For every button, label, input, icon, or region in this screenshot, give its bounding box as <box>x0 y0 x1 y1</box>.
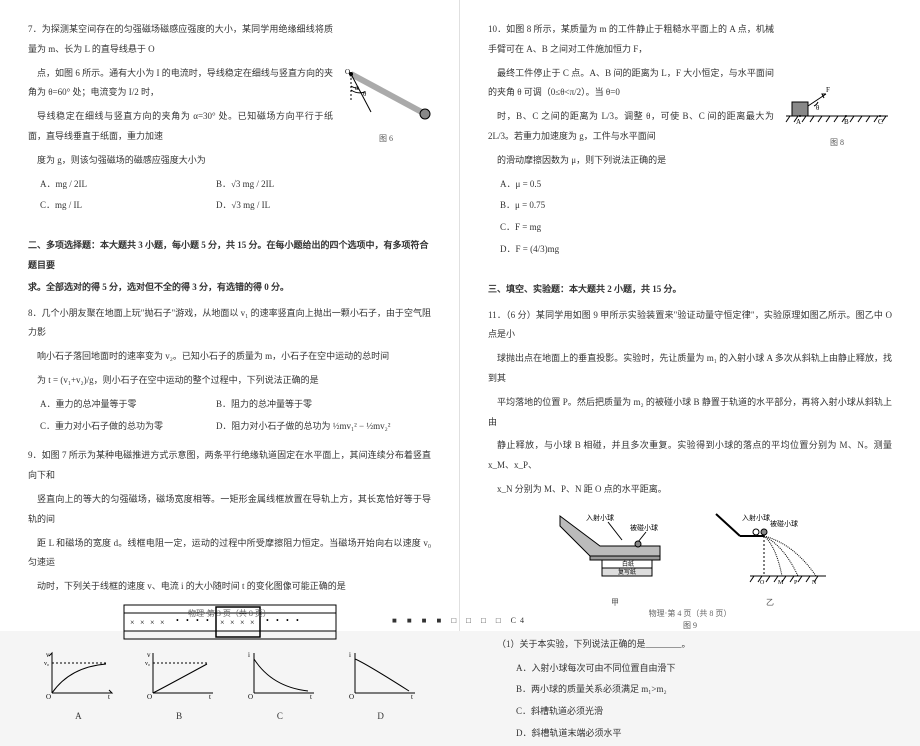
label-incident2: 入射小球 <box>742 513 770 522</box>
svg-text:θ: θ <box>363 90 367 98</box>
label-carbon: 复写纸 <box>618 568 636 576</box>
q11-line4: 静止释放，与小球 B 相碰，并且多次重复。实验得到小球的落点的平均位置分别为 M… <box>488 436 892 476</box>
fig6-svg: α θ O <box>341 66 431 122</box>
svg-text:A: A <box>796 118 801 126</box>
q8-optA: A．重力的总冲量等于零 <box>40 395 216 415</box>
q8-line1: 8．几个小朋友聚在地面上玩"抛石子"游戏，从地面以 v₁ 的速率竖直向上抛出一颗… <box>28 304 431 344</box>
q8-optB: B．阻力的总冲量等于零 <box>216 395 392 415</box>
q10-line4: 的滑动摩擦因数为 μ，则下列说法正确的是 <box>488 151 892 171</box>
q11-optB: B．两小球的质量关系必须满足 m₁>m₂ <box>516 680 873 700</box>
figure-8: F θ A B C 图 8 <box>782 80 892 151</box>
q7-optB: B．√3 mg / 2IL <box>216 175 392 195</box>
svg-text:t: t <box>108 693 110 699</box>
svg-text:t: t <box>209 693 211 699</box>
q7-line1: 7．为探测某空间存在的匀强磁场磁感应强度的大小，某同学用绝缘细线将质量为 m、长… <box>28 20 431 60</box>
svg-text:θ: θ <box>816 104 820 112</box>
section-2-title-b: 求。全部选对的得 5 分，选对但不全的得 3 分，有选错的得 0 分。 <box>28 278 431 298</box>
q11-options: A．入射小球每次可由不同位置自由滑下 B．两小球的质量关系必须满足 m₁>m₂ … <box>516 659 892 746</box>
chart-B-label: B <box>139 707 219 727</box>
svg-text:i: i <box>349 651 351 659</box>
q11-line5: x_N 分别为 M、P、N 距 O 点的水平距离。 <box>488 480 892 500</box>
q10-line1: 10．如图 8 所示，某质量为 m 的工件静止于粗糙水平面上的 A 点，机械手臂… <box>488 20 892 60</box>
svg-text:C: C <box>878 118 883 126</box>
q7-options: A．mg / 2IL B．√3 mg / 2IL C．mg / IL D．√3 … <box>40 175 431 219</box>
page-3: α θ O 图 6 7．为探测某空间存在的匀强磁场磁感应强度的大小，某同学用绝缘… <box>0 0 460 631</box>
footer-left: 物理·第 3 页（共 8 页） <box>0 605 459 623</box>
chart-A: v t O v₀ A <box>38 649 118 727</box>
svg-text:v₀: v₀ <box>145 661 150 667</box>
svg-text:O: O <box>248 693 253 699</box>
q11-optC: C．斜槽轨道必须光滑 <box>516 702 873 722</box>
footer-right: 物理·第 4 页（共 8 页） <box>460 605 920 623</box>
q9-line4: 动时，下列关于线框的速度 v、电流 i 的大小随时间 t 的变化图像可能正确的是 <box>28 577 431 597</box>
svg-text:v: v <box>147 651 151 659</box>
q7-optA: A．mg / 2IL <box>40 175 216 195</box>
svg-text:B: B <box>844 118 849 126</box>
q11-line2: 球抛出点在地面上的垂直投影。实验时，先让质量为 m₁ 的入射小球 A 多次从斜轨… <box>488 349 892 389</box>
q8-line3: 为 t = (v₁+v₂)/g，则小石子在空中运动的整个过程中，下列说法正确的是 <box>28 371 431 391</box>
page-4: F θ A B C 图 8 10．如图 8 所示，某质量为 m 的工件静止于粗糙… <box>460 0 920 631</box>
label-hit: 被碰小球 <box>630 523 658 532</box>
q11-optD: D．斜槽轨道末端必须水平 <box>516 724 873 744</box>
svg-text:O: O <box>46 693 51 699</box>
chart-D-label: D <box>341 707 421 727</box>
center-marks: ■ ■ ■ ■ □ □ □ □ C4 <box>392 616 528 625</box>
svg-text:O: O <box>760 580 765 586</box>
q7-line4: 度为 g，则该匀强磁场的磁感应强度大小为 <box>28 151 431 171</box>
q11-line1: 11．（6 分）某同学用如图 9 甲所示实验装置来"验证动量守恒定律"，实验原理… <box>488 306 892 346</box>
svg-text:N: N <box>812 580 817 586</box>
svg-text:i: i <box>248 651 250 659</box>
q10-optC: C．F = mg <box>500 218 872 238</box>
fig8-label: 图 8 <box>782 134 892 152</box>
svg-text:O: O <box>147 693 152 699</box>
q10-optA: A．μ = 0.5 <box>500 175 872 195</box>
q9-line3: 距 L 和磁场的宽度 d。线框电阻一定，运动的过程中所受摩擦阻力恒定。当磁场开始… <box>28 534 431 574</box>
fig8-svg: F θ A B C <box>782 80 892 126</box>
q11-line3: 平均落地的位置 P。然后把质量为 m₂ 的被碰小球 B 静置于轨道的水平部分，再… <box>488 393 892 433</box>
q8-optC: C．重力对小石子做的总功为零 <box>40 417 216 437</box>
label-paper: 白纸 <box>622 560 634 568</box>
chart-A-label: A <box>38 707 118 727</box>
svg-text:P: P <box>794 580 798 586</box>
q9-line2: 竖直向上的等大的匀强磁场，磁场宽度相等。一矩形金属线框放置在导轨上方，其长宽恰好… <box>28 490 431 530</box>
figure-6: α θ O 图 6 <box>341 66 431 147</box>
svg-text:F: F <box>826 86 830 94</box>
svg-text:α: α <box>355 84 359 92</box>
q7-optC: C．mg / IL <box>40 196 216 216</box>
chart-B: v t O v₀ B <box>139 649 219 727</box>
fig9-yi: 入射小球 被碰小球 O M P N 乙 <box>710 506 830 611</box>
section-3-title: 三、填空、实验题：本大题共 2 小题，共 15 分。 <box>488 280 892 300</box>
chart-C: i t O C <box>240 649 320 727</box>
q10-options: A．μ = 0.5 B．μ = 0.75 C．F = mg D．F = (4/3… <box>500 175 892 262</box>
q8-options: A．重力的总冲量等于零 B．阻力的总冲量等于零 C．重力对小石子做的总功为零 D… <box>40 395 431 439</box>
svg-text:v₀: v₀ <box>44 661 49 667</box>
section-2-title: 二、多项选择题：本大题共 3 小题，每小题 5 分，共 15 分。在每小题给出的… <box>28 236 431 276</box>
q11-optA: A．入射小球每次可由不同位置自由滑下 <box>516 659 873 679</box>
figure-9: 白纸 复写纸 入射小球 被碰小球 甲 入射小球 被碰小球 <box>488 506 892 611</box>
q9-line1: 9．如图 7 所示为某种电磁推进方式示意图，两条平行绝缘轨道固定在水平面上，其间… <box>28 446 431 486</box>
q9-charts: v t O v₀ A v t O v₀ B i t O <box>28 649 431 727</box>
fig6-label: 图 6 <box>341 130 431 148</box>
chart-D: i t O D <box>341 649 421 727</box>
label-hit2: 被碰小球 <box>770 519 798 528</box>
q7-optD: D．√3 mg / IL <box>216 196 392 216</box>
svg-text:O: O <box>345 68 350 76</box>
q10-optD: D．F = (4/3)mg <box>500 240 872 260</box>
svg-text:v: v <box>46 651 50 659</box>
q8-line2: 响小石子落回地面时的速率变为 v₂。已知小石子的质量为 m，小石子在空中运动的总… <box>28 347 431 367</box>
svg-text:t: t <box>411 693 413 699</box>
q8-optD: D．阻力对小石子做的总功为 ½mv₁² − ½mv₂² <box>216 417 392 437</box>
svg-text:t: t <box>310 693 312 699</box>
svg-text:M: M <box>778 580 784 586</box>
chart-C-label: C <box>240 707 320 727</box>
fig9-jia: 白纸 复写纸 入射小球 被碰小球 甲 <box>550 506 680 611</box>
svg-text:O: O <box>349 693 354 699</box>
label-incident: 入射小球 <box>586 513 614 522</box>
q10-optB: B．μ = 0.75 <box>500 196 872 216</box>
q11-sub1: （1）关于本实验，下列说法正确的是________。 <box>488 635 892 655</box>
